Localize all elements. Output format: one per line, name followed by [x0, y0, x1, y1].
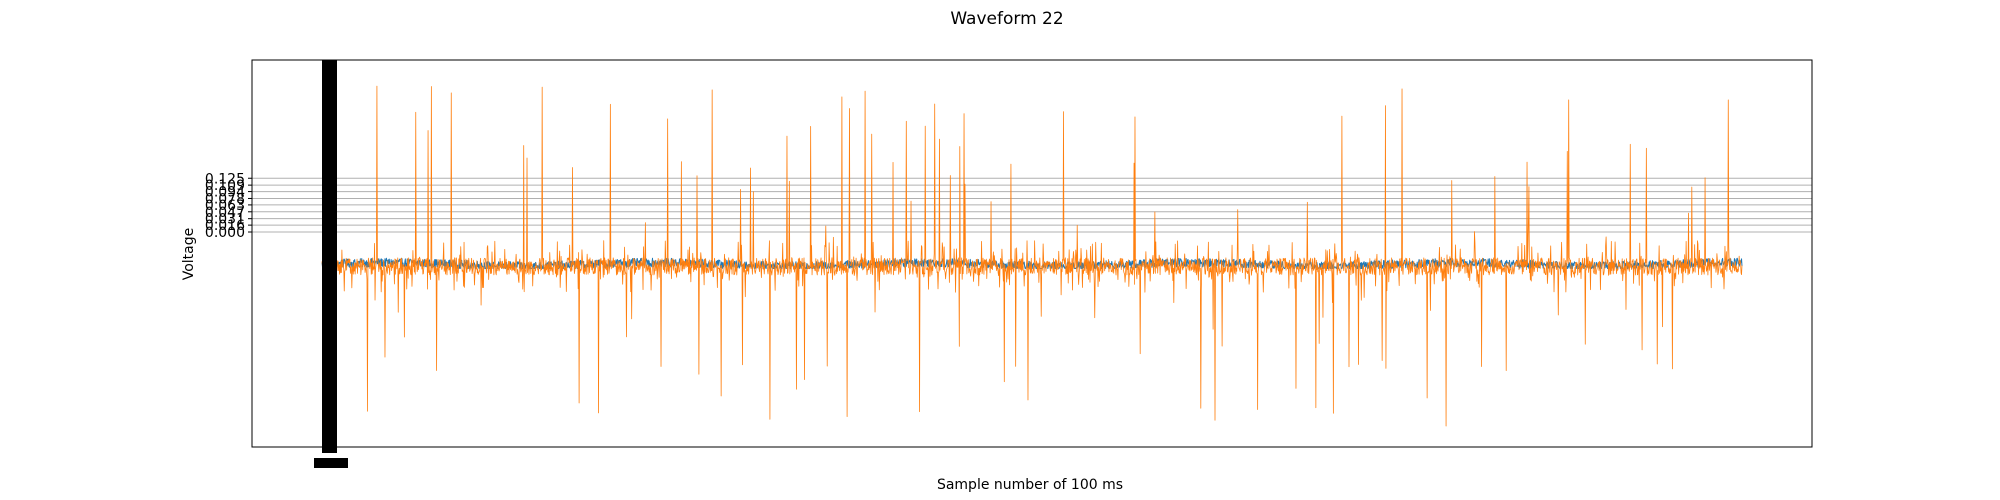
y-tick-marks [248, 177, 252, 233]
y-tick-label-2: 0.031 [205, 212, 245, 228]
y-tick-label-3: 0.047 [205, 205, 245, 221]
plot-frame [251, 59, 1813, 448]
y-tick-label-0: 0.000 [205, 225, 245, 241]
x-tick-block [322, 60, 337, 453]
y-axis-label: Voltage [181, 228, 197, 281]
y-tick-label-5: 0.078 [205, 191, 245, 207]
y-tick-label-6: 0.094 [205, 185, 245, 201]
series-layer [321, 85, 1743, 427]
y-tick-labels: 0.0000.0160.0310.0470.0630.0780.0940.109… [205, 171, 245, 241]
x-tick-label-blob [314, 458, 348, 468]
x-tick-cluster [314, 60, 348, 468]
series-line-1 [321, 85, 1743, 427]
y-tick-label-1: 0.016 [205, 218, 245, 234]
plot-area [252, 60, 1812, 447]
y-gridlines [252, 177, 1812, 233]
x-axis-label: Sample number of 100 ms [937, 477, 1123, 493]
y-tick-label-4: 0.063 [205, 198, 245, 214]
y-tick-label-7: 0.109 [205, 178, 245, 194]
chart-title: Waveform 22 [950, 9, 1063, 29]
y-tick-label-8: 0.125 [205, 171, 245, 187]
